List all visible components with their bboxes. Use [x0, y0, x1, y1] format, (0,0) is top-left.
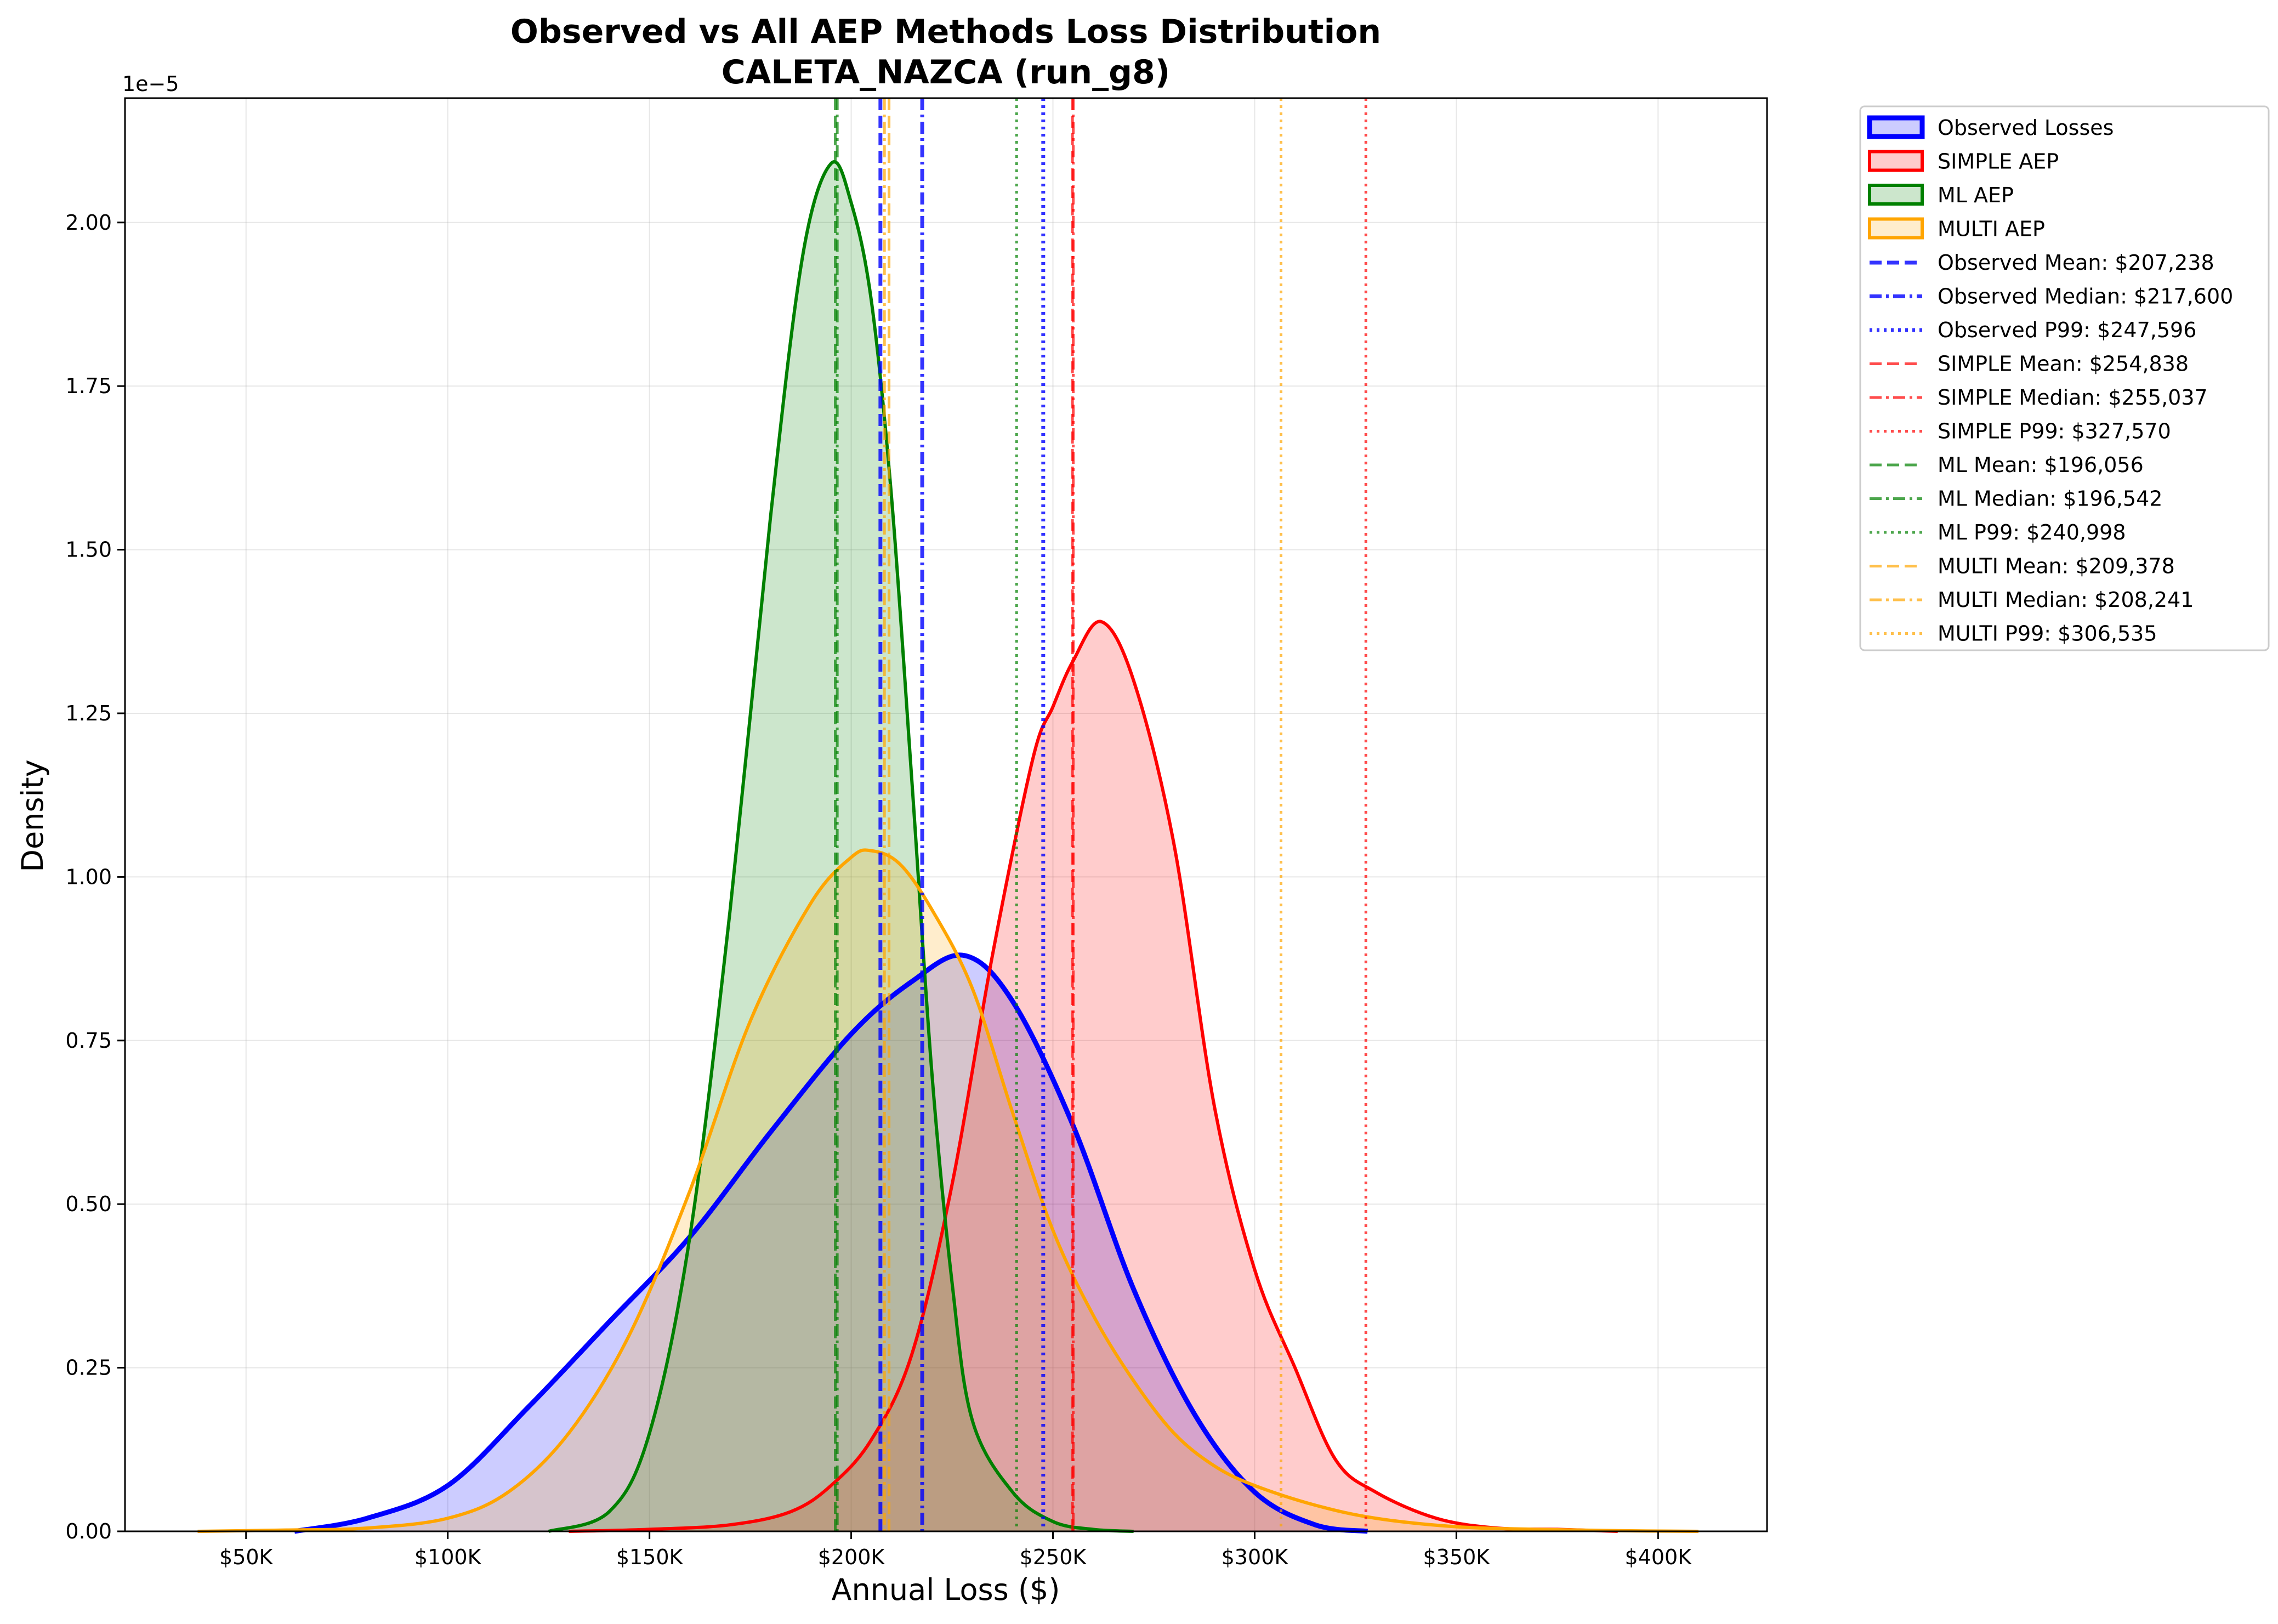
legend-items: Observed Losses SIMPLE AEP ML AEP MULTI AEP…	[1867, 115, 2233, 646]
x-tick-label: $150K	[616, 1545, 684, 1569]
legend-label-multi-p99: MULTI P99: $306,535	[1938, 622, 2157, 646]
legend-frame	[1859, 105, 2270, 651]
x-tick-label: $400K	[1624, 1545, 1692, 1569]
legend-swatch-ml-aep	[1868, 184, 1924, 206]
x-tick-label: $350K	[1423, 1545, 1491, 1569]
legend-label-ml-mean: ML Mean: $196,056	[1938, 453, 2144, 477]
reference-line-layer	[834, 98, 1367, 1531]
legend-label-simple-median: SIMPLE Median: $255,037	[1938, 385, 2208, 410]
y-axis-scale-label: 1e−5	[122, 72, 179, 96]
legend-label-simple-aep: SIMPLE AEP	[1938, 150, 2059, 174]
series-line-observed-losses	[294, 952, 1368, 1534]
legend-label-ml-median: ML Median: $196,542	[1938, 487, 2162, 511]
y-tick-label: 0.75	[65, 1029, 112, 1053]
x-axis-label: Annual Loss ($)	[832, 1572, 1060, 1607]
y-axis-label: Density	[15, 759, 50, 872]
series-line-ml-aep	[548, 160, 1134, 1533]
series-line-simple-aep	[569, 620, 1618, 1533]
series-area-simple-aep	[569, 621, 1618, 1531]
x-tick-label: $200K	[818, 1545, 885, 1569]
x-tick-label: $100K	[414, 1545, 482, 1569]
legend: Observed Losses SIMPLE AEP ML AEP MULTI AEP…	[1859, 105, 2270, 651]
legend-label-observed-mean: Observed Mean: $207,238	[1938, 251, 2214, 275]
series-area-multi-aep	[197, 850, 1698, 1531]
y-tick-label: 1.25	[65, 701, 112, 725]
legend-label-multi-median: MULTI Median: $208,241	[1938, 588, 2194, 612]
y-tick-label: 2.00	[65, 211, 112, 235]
y-tick-label: 1.50	[65, 538, 112, 562]
y-tick-label: 1.75	[65, 374, 112, 398]
legend-label-simple-mean: SIMPLE Mean: $254,838	[1938, 352, 2189, 376]
x-tick-label: $300K	[1222, 1545, 1289, 1569]
plot-frame	[124, 97, 1768, 1532]
legend-swatch-observed-losses	[1867, 115, 1925, 139]
legend-label-observed-losses: Observed Losses	[1938, 116, 2114, 140]
y-tick-label: 0.50	[65, 1192, 112, 1216]
legend-label-multi-mean: MULTI Mean: $209,378	[1938, 554, 2175, 578]
series-line-multi-aep	[197, 848, 1698, 1533]
series-area-ml-aep	[548, 162, 1134, 1531]
x-tick-label: $50K	[219, 1545, 274, 1569]
legend-swatch-simple-aep	[1868, 150, 1924, 172]
y-tick-label: 0.25	[65, 1356, 112, 1380]
legend-swatch-multi-aep	[1868, 217, 1924, 240]
chart-subtitle: CALETA_NAZCA (run_g8)	[722, 53, 1170, 92]
legend-label-multi-aep: MULTI AEP	[1938, 217, 2045, 241]
y-tick-label: 1.00	[65, 865, 112, 889]
tick-layer: $50K $100K $150K $200K $250K $300K $350K $400K 0…	[65, 211, 1692, 1569]
chart-title: Observed vs All AEP Methods Loss Distrib…	[510, 13, 1381, 51]
legend-label-observed-p99: Observed P99: $247,596	[1938, 318, 2196, 342]
legend-label-observed-median: Observed Median: $217,600	[1938, 285, 2233, 309]
x-tick-label: $250K	[1020, 1545, 1087, 1569]
y-tick-label: 0.00	[65, 1519, 112, 1543]
series-layer	[197, 160, 1698, 1534]
legend-label-ml-aep: ML AEP	[1938, 183, 2014, 207]
legend-label-ml-p99: ML P99: $240,998	[1938, 520, 2126, 544]
legend-label-simple-p99: SIMPLE P99: $327,570	[1938, 419, 2171, 444]
series-area-observed-losses	[294, 955, 1368, 1531]
